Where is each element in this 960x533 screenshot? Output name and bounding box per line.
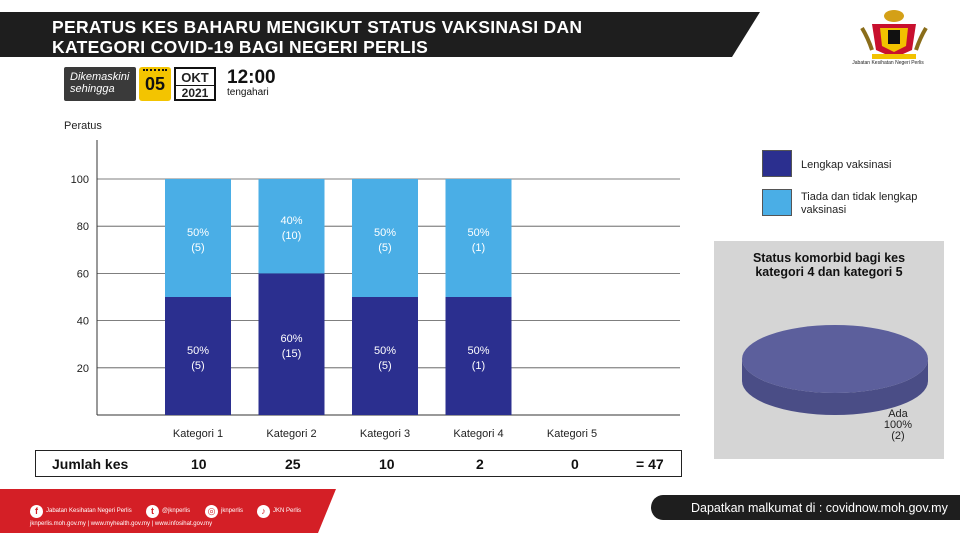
updated-line-1: Dikemaskini [70,71,130,83]
pie-slice-side [742,359,928,415]
x-tick-label: Kategori 2 [266,428,316,440]
x-tick-label: Kategori 3 [360,428,410,440]
data-label-count: (5) [378,360,391,372]
y-tick-label: 60 [77,268,89,280]
bar-tiada-1 [165,179,231,297]
data-label-count: (15) [282,348,302,360]
bar-tiada-4 [445,179,512,297]
bar-tiada-2 [258,179,325,274]
y-axis-label: Peratus [64,120,102,132]
total-kategori-2: 25 [285,456,301,472]
totals-row: Jumlah kes 10 25 10 2 0 = 47 [35,450,682,477]
y-tick-label: 80 [77,221,89,233]
updated-label: Dikemaskini sehingga [70,71,129,95]
total-kategori-4: 2 [476,456,484,472]
social-facebook[interactable]: f Jabatan Kesihatan Negeri Perlis [30,504,132,518]
legend-swatch [762,150,792,177]
data-label-count: (10) [282,230,302,242]
data-label-percent: 50% [467,227,489,239]
x-tick-label: Kategori 1 [173,428,223,440]
footer-links[interactable]: jknperlis.moh.gov.my | www.myhealth.gov.… [30,521,213,527]
facebook-icon: f [30,504,43,518]
comorbid-pie-chart [742,325,928,415]
footer-info-strip: Dapatkan malkumat di : covidnow.moh.gov.… [651,495,960,520]
calendar-icon: OKT 2021 [174,67,216,101]
stacked-bar-chart: Peratus 20 40 60 80 100 50% (5) 50% (5) Kategori 1… [64,120,680,440]
total-kategori-3: 10 [379,456,395,472]
update-time: 12:00 [227,67,276,88]
crest-label: Jabatan Kesihatan Negeri Perlis [852,60,924,66]
page-title: PERATUS KES BAHARU MENGIKUT STATUS VAKSI… [52,17,692,57]
update-month: OKT [181,70,209,85]
bar-lengkap-4 [445,297,512,415]
update-day: 05 [139,67,171,101]
social-instagram[interactable]: ◎ jknperlis [205,504,243,518]
bar-lengkap-1 [165,297,231,415]
data-label-percent: 50% [374,345,396,357]
social-text: Jabatan Kesihatan Negeri Perlis [46,508,132,514]
data-label-count: (5) [378,242,391,254]
tiktok-icon: ♪ [257,504,270,518]
legend-label: Lengkap vaksinasi [801,159,892,171]
data-label-count: (5) [191,360,204,372]
data-label-percent: 40% [280,215,302,227]
update-time-label: tengahari [227,87,269,98]
social-text: @jknperlis [162,508,191,514]
twitter-icon: t [146,504,159,518]
y-tick-label: 20 [77,363,89,375]
updated-line-2: sehingga [70,83,115,95]
legend-label: Tiada dan tidak lengkap vaksinasi [801,191,918,216]
info-link-text[interactable]: Dapatkan malkumat di : covidnow.moh.gov.… [691,501,948,515]
social-twitter[interactable]: t @jknperlis [146,504,190,518]
data-label-count: (1) [472,242,485,254]
social-text: JKN Perlis [273,508,302,514]
data-label-count: (5) [191,242,204,254]
data-label-percent: 50% [467,345,489,357]
instagram-icon: ◎ [205,504,218,518]
footer-social-strip [0,489,336,533]
title-banner: PERATUS KES BAHARU MENGIKUT STATUS VAKSI… [0,12,760,57]
comorbid-title: Status komorbid bagi kes kategori 4 dan … [752,251,906,279]
footer-dark-shape [651,495,960,520]
data-label-percent: 50% [187,345,209,357]
data-label-count: (1) [472,360,485,372]
y-tick-label: 100 [71,174,89,186]
update-year: 2021 [176,85,214,100]
data-label-percent: 50% [374,227,396,239]
y-tick-label: 40 [77,316,89,328]
x-tick-label: Kategori 5 [547,428,597,440]
coat-of-arms-icon [860,10,928,59]
banner-shape [0,12,760,57]
totals-label: Jumlah kes [52,456,129,472]
social-text: jknperlis [221,508,244,514]
pie-slice-label: Ada 100% (2) [878,409,918,442]
pie-slice-ada [742,325,928,393]
bar-lengkap-2 [258,273,325,415]
title-line-2: KATEGORI COVID-19 BAGI NEGERI PERLIS [52,37,429,57]
legend-swatch [762,189,792,216]
grand-total: = 47 [636,456,664,472]
updated-label-box: Dikemaskini sehingga [64,67,136,101]
bar-tiada-3 [352,179,418,297]
footer-red-shape [0,489,336,533]
pie-slice-name: Ada [888,408,908,420]
total-kategori-1: 10 [191,456,207,472]
pie-slice-percent: 100% [883,419,913,431]
total-kategori-5: 0 [571,456,579,472]
data-label-percent: 50% [187,227,209,239]
x-tick-label: Kategori 4 [453,428,503,440]
title-line-1: PERATUS KES BAHARU MENGIKUT STATUS VAKSI… [52,17,583,37]
pie-slice-count: (2) [891,430,905,442]
bar-lengkap-3 [352,297,418,415]
social-tiktok[interactable]: ♪ JKN Perlis [257,504,301,518]
comorbid-panel: Status komorbid bagi kes kategori 4 dan … [714,241,944,459]
data-label-percent: 60% [280,333,302,345]
